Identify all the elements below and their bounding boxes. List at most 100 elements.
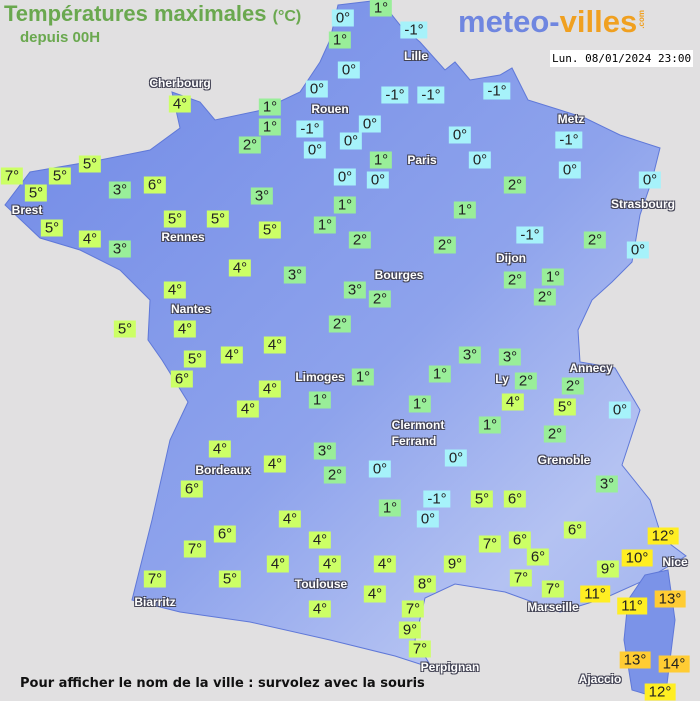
temperature-marker[interactable]: 4° — [318, 555, 342, 573]
temperature-marker[interactable]: 7° — [183, 540, 207, 558]
temperature-marker[interactable]: 4° — [363, 585, 387, 603]
temperature-marker[interactable]: 5° — [163, 210, 187, 228]
temperature-marker[interactable]: 2° — [368, 290, 392, 308]
temperature-marker[interactable]: 1° — [478, 416, 502, 434]
temperature-marker[interactable]: 13° — [619, 651, 651, 669]
temperature-marker[interactable]: 5° — [48, 167, 72, 185]
temperature-marker[interactable]: 4° — [263, 455, 287, 473]
temperature-marker[interactable]: 5° — [206, 210, 230, 228]
temperature-marker[interactable]: 2° — [543, 425, 567, 443]
temperature-marker[interactable]: 11° — [580, 585, 610, 603]
temperature-marker[interactable]: 0° — [358, 115, 382, 133]
temperature-marker[interactable]: 0° — [303, 141, 327, 159]
temperature-marker[interactable]: 2° — [514, 372, 538, 390]
temperature-marker[interactable]: 0° — [333, 168, 357, 186]
temperature-marker[interactable]: 4° — [173, 320, 197, 338]
temperature-marker[interactable]: 1° — [408, 395, 432, 413]
temperature-marker[interactable]: 12° — [644, 683, 676, 701]
temperature-marker[interactable]: 0° — [366, 171, 390, 189]
temperature-marker[interactable]: 1° — [453, 201, 477, 219]
temperature-marker[interactable]: 4° — [220, 346, 244, 364]
temperature-marker[interactable]: 2° — [238, 136, 262, 154]
temperature-marker[interactable]: 0° — [331, 9, 355, 27]
temperature-marker[interactable]: 1° — [313, 216, 337, 234]
temperature-marker[interactable]: 6° — [526, 548, 550, 566]
temperature-marker[interactable]: 6° — [213, 525, 237, 543]
temperature-marker[interactable]: -1° — [423, 490, 451, 508]
temperature-marker[interactable]: -1° — [400, 21, 428, 39]
temperature-marker[interactable]: 7° — [401, 600, 425, 618]
temperature-marker[interactable]: 0° — [638, 171, 662, 189]
temperature-marker[interactable]: 5° — [24, 184, 48, 202]
temperature-marker[interactable]: 3° — [250, 187, 274, 205]
temperature-marker[interactable]: 3° — [108, 181, 132, 199]
temperature-marker[interactable]: 1° — [369, 151, 393, 169]
temperature-marker[interactable]: 0° — [558, 161, 582, 179]
temperature-marker[interactable]: -1° — [417, 86, 445, 104]
temperature-marker[interactable]: 0° — [444, 449, 468, 467]
temperature-marker[interactable]: 2° — [561, 377, 585, 395]
temperature-marker[interactable]: 9° — [443, 555, 467, 573]
temperature-marker[interactable]: 0° — [468, 151, 492, 169]
temperature-marker[interactable]: 0° — [416, 510, 440, 528]
temperature-marker[interactable]: 5° — [113, 320, 137, 338]
temperature-marker[interactable]: 4° — [78, 230, 102, 248]
temperature-marker[interactable]: 2° — [323, 466, 347, 484]
temperature-marker[interactable]: 4° — [278, 510, 302, 528]
temperature-marker[interactable]: 4° — [228, 259, 252, 277]
temperature-marker[interactable]: 2° — [328, 315, 352, 333]
temperature-marker[interactable]: 5° — [553, 398, 577, 416]
temperature-marker[interactable]: 2° — [348, 231, 372, 249]
temperature-marker[interactable]: 5° — [183, 350, 207, 368]
temperature-marker[interactable]: 2° — [583, 231, 607, 249]
temperature-marker[interactable]: 4° — [163, 281, 187, 299]
temperature-marker[interactable]: 0° — [368, 460, 392, 478]
temperature-marker[interactable]: 5° — [470, 490, 494, 508]
temperature-marker[interactable]: 11° — [617, 597, 647, 615]
temperature-marker[interactable]: 3° — [343, 281, 367, 299]
temperature-marker[interactable]: 9° — [398, 621, 422, 639]
temperature-marker[interactable]: 1° — [369, 0, 393, 17]
temperature-marker[interactable]: -1° — [296, 120, 324, 138]
temperature-marker[interactable]: 2° — [503, 176, 527, 194]
temperature-marker[interactable]: 0° — [448, 126, 472, 144]
temperature-marker[interactable]: 4° — [308, 600, 332, 618]
temperature-marker[interactable]: 7° — [408, 640, 432, 658]
temperature-marker[interactable]: 1° — [328, 31, 352, 49]
temperature-marker[interactable]: 6° — [503, 490, 527, 508]
temperature-marker[interactable]: 7° — [541, 580, 565, 598]
temperature-marker[interactable]: 9° — [596, 560, 620, 578]
temperature-marker[interactable]: 14° — [658, 655, 690, 673]
temperature-marker[interactable]: 1° — [351, 368, 375, 386]
temperature-marker[interactable]: 0° — [626, 241, 650, 259]
temperature-marker[interactable]: -1° — [483, 82, 511, 100]
temperature-marker[interactable]: -1° — [555, 131, 583, 149]
temperature-marker[interactable]: 8° — [413, 575, 437, 593]
temperature-marker[interactable]: 5° — [258, 221, 282, 239]
temperature-marker[interactable]: 0° — [608, 401, 632, 419]
temperature-marker[interactable]: 6° — [170, 370, 194, 388]
temperature-marker[interactable]: 4° — [373, 555, 397, 573]
temperature-marker[interactable]: 12° — [647, 527, 679, 545]
temperature-marker[interactable]: 10° — [621, 549, 653, 567]
temperature-marker[interactable]: 2° — [433, 236, 457, 254]
temperature-marker[interactable]: 5° — [78, 155, 102, 173]
temperature-marker[interactable]: 5° — [218, 570, 242, 588]
temperature-marker[interactable]: 3° — [283, 266, 307, 284]
temperature-marker[interactable]: 4° — [501, 393, 525, 411]
temperature-marker[interactable]: 1° — [308, 391, 332, 409]
temperature-marker[interactable]: 3° — [498, 348, 522, 366]
temperature-marker[interactable]: 7° — [478, 535, 502, 553]
temperature-marker[interactable]: 13° — [654, 590, 686, 608]
temperature-marker[interactable]: 3° — [313, 442, 337, 460]
temperature-marker[interactable]: 5° — [40, 219, 64, 237]
temperature-marker[interactable]: 1° — [333, 196, 357, 214]
temperature-marker[interactable]: 4° — [208, 440, 232, 458]
temperature-marker[interactable]: 0° — [337, 61, 361, 79]
temperature-marker[interactable]: 3° — [595, 475, 619, 493]
temperature-marker[interactable]: 7° — [0, 167, 24, 185]
temperature-marker[interactable]: -1° — [516, 226, 544, 244]
temperature-marker[interactable]: 4° — [266, 555, 290, 573]
temperature-marker[interactable]: 6° — [563, 521, 587, 539]
temperature-marker[interactable]: 3° — [458, 346, 482, 364]
